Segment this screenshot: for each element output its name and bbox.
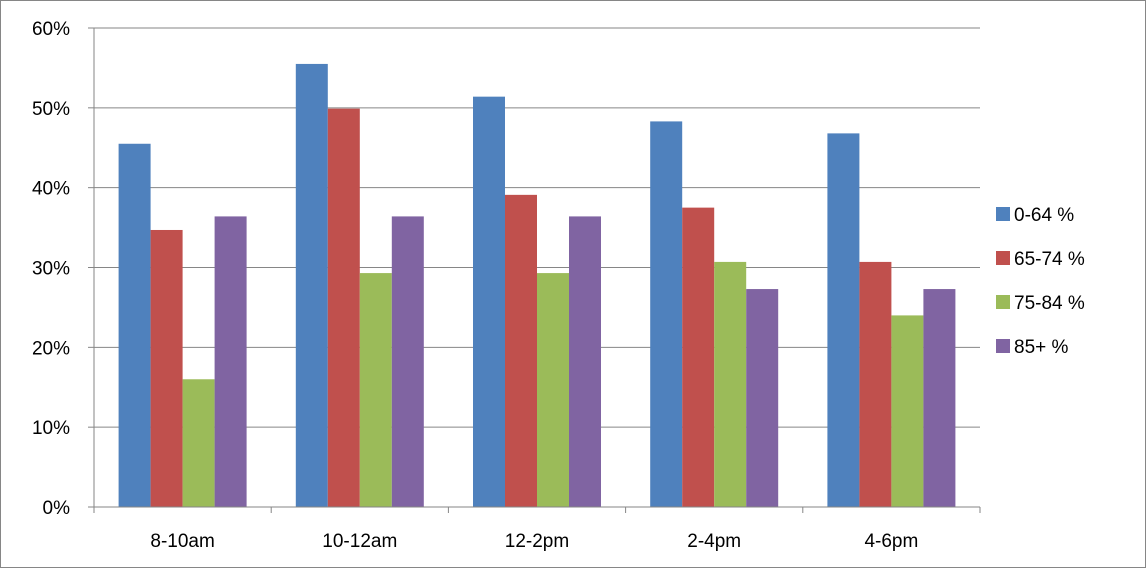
x-axis-category-labels: 8-10am 10-12am 12-2pm 2-4pm 4-6pm [150,531,918,552]
bar-10-12am-series-0 [295,63,328,508]
x-category-label-4: 4-6pm [864,531,918,552]
y-tick-label-2: 20% [32,338,70,359]
bar-12-2pm-series-2 [537,273,569,507]
legend-label-1: 65-74 % [1014,249,1085,270]
bar-8-10am-series-2 [182,379,215,507]
y-tick-label-4: 40% [32,179,70,200]
legend-swatch-2 [996,295,1010,309]
legend-label-3: 85+ % [1014,337,1069,358]
y-tick-label-1: 10% [32,418,70,439]
bar-10-12am-series-2 [359,273,392,507]
bar-2-4pm-series-3 [746,289,779,507]
bar-10-12am-series-1 [327,108,360,508]
y-tick-label-3: 30% [32,259,70,280]
y-axis-tick-labels: 0% 10% 20% 30% 40% 50% 60% [32,19,70,519]
bar-4-6pm-series-0 [827,133,860,507]
y-tick-label-5: 50% [32,99,70,120]
bar-2-4pm-series-2 [714,261,747,507]
bar-10-12am-series-3 [391,216,424,507]
legend-label-2: 75-84 % [1014,293,1085,314]
legend-swatch-1 [996,251,1010,265]
legend-swatch-3 [996,339,1010,353]
bar-8-10am-series-3 [214,216,247,507]
bar-12-2pm-series-1 [505,194,537,507]
bar-12-2pm-series-3 [569,216,601,507]
x-category-label-1: 10-12am [322,531,397,552]
x-category-label-2: 12-2pm [505,531,569,552]
legend: 0-64 % 65-74 % 75-84 % 85+ % [996,205,1085,358]
axes [88,27,981,513]
bar-12-2pm-series-0 [473,96,505,507]
y-tick-label-0: 0% [43,498,71,519]
bars [118,63,956,508]
bar-2-4pm-series-1 [682,207,715,507]
bar-4-6pm-series-2 [891,315,924,507]
bar-4-6pm-series-3 [923,289,956,507]
x-category-label-3: 2-4pm [687,531,741,552]
bar-8-10am-series-1 [150,229,183,507]
legend-swatch-0 [996,207,1010,221]
x-category-label-0: 8-10am [150,531,214,552]
y-tick-label-6: 60% [32,19,70,40]
bar-8-10am-series-0 [118,143,151,507]
bar-2-4pm-series-0 [650,121,683,507]
bar-4-6pm-series-1 [859,261,892,507]
legend-label-0: 0-64 % [1014,205,1074,226]
